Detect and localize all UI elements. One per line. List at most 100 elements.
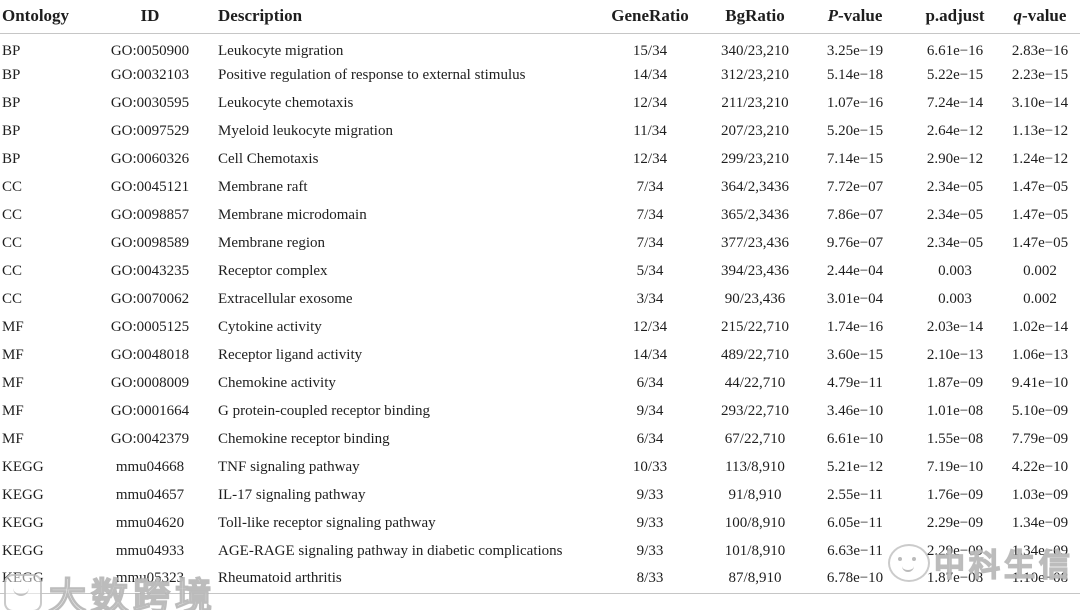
cell-p-value: 7.14e−15 xyxy=(826,150,884,167)
cell-p-adjust: 6.61e−16 xyxy=(926,43,984,60)
cell-gene-ratio: 8/33 xyxy=(636,570,664,587)
cell-description: Receptor ligand activity xyxy=(218,346,363,363)
cell-p-value: 6.63e−11 xyxy=(827,542,883,559)
cell-bg-ratio: 489/22,710 xyxy=(721,346,789,363)
cell-description: Cell Chemotaxis xyxy=(218,150,319,167)
cell-ontology: MF xyxy=(2,374,24,391)
cell-q-value: 1.06e−13 xyxy=(1011,346,1069,363)
cell-p-adjust: 1.76e−09 xyxy=(926,486,984,503)
cell-p-value: 3.01e−04 xyxy=(826,290,884,307)
cell-description: Chemokine activity xyxy=(218,374,336,391)
cell-p-value: 6.78e−10 xyxy=(826,570,884,587)
cell-gene-ratio: 9/33 xyxy=(636,486,664,503)
cell-p-adjust: 2.64e−12 xyxy=(926,122,984,139)
table-row: KEGG mmu04933 AGE-RAGE signaling pathway i… xyxy=(0,537,1080,565)
cell-ontology: CC xyxy=(2,178,23,195)
table-row: BP GO:0032103 Positive regulation of respo… xyxy=(0,61,1080,89)
column-header-gene-ratio: GeneRatio xyxy=(590,0,710,34)
table-row: BP GO:0030595 Leukocyte chemotaxis 12/34 211… xyxy=(0,89,1080,117)
table-row: MF GO:0001664 G protein-coupled receptor b… xyxy=(0,397,1080,425)
cell-q-value: 4.22e−10 xyxy=(1011,458,1069,475)
cell-id: GO:0098857 xyxy=(110,206,190,223)
cell-p-adjust: 0.003 xyxy=(938,262,972,279)
cell-description: TNF signaling pathway xyxy=(218,458,360,475)
table-row: KEGG mmu04620 Toll-like receptor signaling… xyxy=(0,509,1080,537)
cell-q-value: 1.24e−12 xyxy=(1011,150,1069,167)
cell-id: GO:0098589 xyxy=(110,234,190,251)
cell-ontology: KEGG xyxy=(2,514,44,531)
cell-p-value: 3.46e−10 xyxy=(826,402,884,419)
cell-p-adjust: 2.90e−12 xyxy=(926,150,984,167)
table-row: CC GO:0098857 Membrane microdomain 7/34 365/… xyxy=(0,201,1080,229)
cell-id: mmu04933 xyxy=(115,542,185,559)
cell-bg-ratio: 299/23,210 xyxy=(721,150,789,167)
cell-p-value: 1.07e−16 xyxy=(826,94,884,111)
cell-p-adjust: 1.55e−08 xyxy=(926,430,984,447)
cell-q-value: 2.23e−15 xyxy=(1011,66,1069,83)
cell-gene-ratio: 6/34 xyxy=(636,374,664,391)
cell-gene-ratio: 10/33 xyxy=(632,458,668,475)
cell-id: GO:0050900 xyxy=(110,43,190,60)
cell-bg-ratio: 293/22,710 xyxy=(721,402,789,419)
column-header-q-value: q-value xyxy=(1000,0,1080,34)
cell-description: Membrane region xyxy=(218,234,326,251)
cell-gene-ratio: 7/34 xyxy=(636,206,664,223)
cell-q-value: 1.10e−08 xyxy=(1011,570,1069,587)
cell-bg-ratio: 67/22,710 xyxy=(724,430,786,447)
cell-p-adjust: 0.003 xyxy=(938,290,972,307)
column-header-p-value: P-value xyxy=(800,0,910,34)
column-header-id: ID xyxy=(100,0,200,34)
table-row: CC GO:0098589 Membrane region 7/34 377/23,43… xyxy=(0,229,1080,257)
cell-q-value: 2.83e−16 xyxy=(1011,43,1069,60)
cell-gene-ratio: 5/34 xyxy=(636,262,664,279)
cell-id: mmu04657 xyxy=(115,486,185,503)
cell-description: Myeloid leukocyte migration xyxy=(218,122,393,139)
table-row: CC GO:0070062 Extracellular exosome 3/34 90/… xyxy=(0,285,1080,313)
table-row: MF GO:0005125 Cytokine activity 12/34 215/22… xyxy=(0,313,1080,341)
cell-id: GO:0005125 xyxy=(110,318,190,335)
cell-gene-ratio: 9/33 xyxy=(636,514,664,531)
cell-ontology: BP xyxy=(2,122,21,139)
column-header-description: Description xyxy=(200,0,590,34)
cell-ontology: CC xyxy=(2,262,23,279)
cell-ontology: KEGG xyxy=(2,458,44,475)
cell-p-value: 5.20e−15 xyxy=(826,122,884,139)
cell-p-adjust: 7.19e−10 xyxy=(926,458,984,475)
cell-description: G protein-coupled receptor binding xyxy=(218,402,431,419)
cell-p-value: 7.86e−07 xyxy=(826,206,884,223)
cell-bg-ratio: 364/2,3436 xyxy=(721,178,789,195)
cell-q-value: 7.79e−09 xyxy=(1011,430,1069,447)
cell-q-value: 0.002 xyxy=(1023,290,1057,307)
cell-id: GO:0045121 xyxy=(110,178,190,195)
cell-q-value: 1.13e−12 xyxy=(1011,122,1069,139)
cell-ontology: CC xyxy=(2,234,23,251)
cell-p-adjust: 2.29e−09 xyxy=(926,542,984,559)
cell-gene-ratio: 9/33 xyxy=(636,542,664,559)
cell-id: GO:0070062 xyxy=(110,290,190,307)
cell-gene-ratio: 15/34 xyxy=(632,43,668,60)
cell-id: GO:0001664 xyxy=(110,402,190,419)
cell-id: mmu05323 xyxy=(115,570,185,587)
cell-description: Membrane raft xyxy=(218,178,308,195)
cell-bg-ratio: 100/8,910 xyxy=(724,514,786,531)
cell-q-value: 3.10e−14 xyxy=(1011,94,1069,111)
cell-gene-ratio: 12/34 xyxy=(632,318,668,335)
cell-description: IL-17 signaling pathway xyxy=(218,486,366,503)
column-header-bg-ratio: BgRatio xyxy=(710,0,800,34)
cell-id: GO:0008009 xyxy=(110,374,190,391)
table-row: BP GO:0060326 Cell Chemotaxis 12/34 299/23,2… xyxy=(0,145,1080,173)
cell-gene-ratio: 11/34 xyxy=(633,122,667,139)
table-row: MF GO:0048018 Receptor ligand activity 14/3… xyxy=(0,341,1080,369)
cell-p-value: 5.21e−12 xyxy=(826,458,884,475)
cell-description: Extracellular exosome xyxy=(218,290,353,307)
go-kegg-enrichment-table: Ontology ID Description GeneRatio BgRatio P-v… xyxy=(0,0,1080,594)
cell-bg-ratio: 394/23,436 xyxy=(721,262,789,279)
cell-ontology: BP xyxy=(2,150,21,167)
cell-bg-ratio: 44/22,710 xyxy=(724,374,786,391)
cell-id: mmu04668 xyxy=(115,458,185,475)
cell-bg-ratio: 215/22,710 xyxy=(721,318,789,335)
cell-gene-ratio: 3/34 xyxy=(636,290,664,307)
cell-ontology: MF xyxy=(2,318,24,335)
table-row: CC GO:0043235 Receptor complex 5/34 394/23,4… xyxy=(0,257,1080,285)
